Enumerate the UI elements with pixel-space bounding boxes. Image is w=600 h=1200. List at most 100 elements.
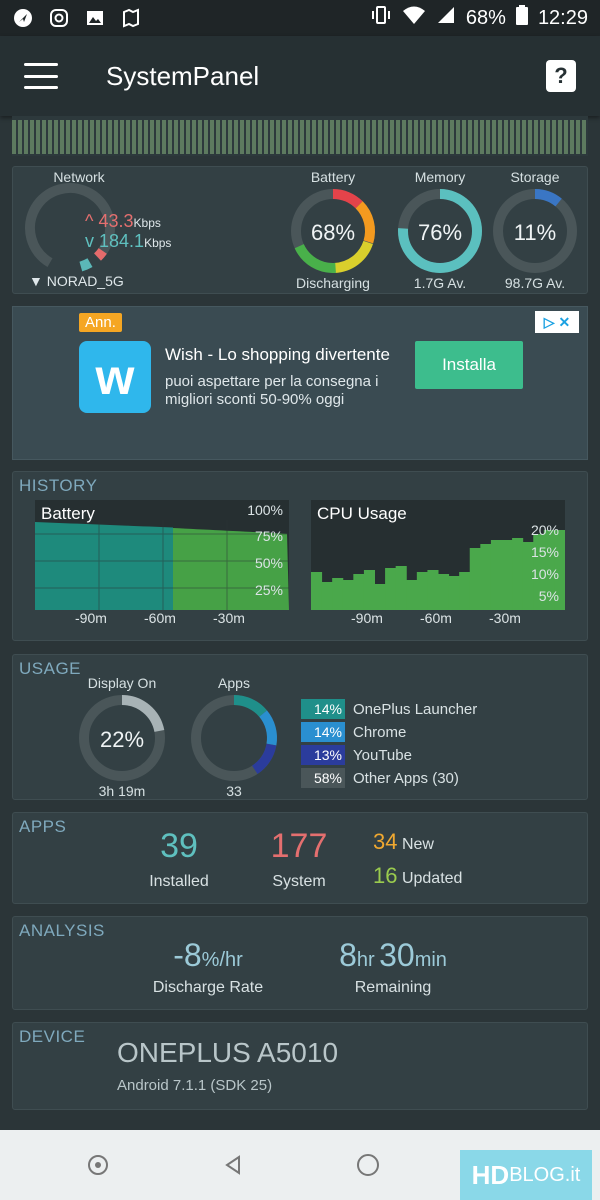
strip-bar	[336, 120, 340, 154]
strip-bar	[246, 120, 250, 154]
strip-bar	[432, 120, 436, 154]
network-gauge	[25, 183, 116, 273]
up-arrow-icon: ^	[85, 211, 94, 231]
battery-label: Battery	[310, 169, 356, 185]
install-button[interactable]: Installa	[415, 341, 523, 389]
discharge-rate: -8%/hr	[173, 937, 243, 973]
ad-banner[interactable]: Ann. ▷ ✕ w Wish - Lo shopping divertente…	[12, 306, 588, 460]
y-tick: 20%	[530, 522, 559, 538]
strip-bar	[36, 120, 40, 154]
cpu-history-chart[interactable]: CPU Usage 20% 15% 10% 5%	[311, 500, 565, 610]
strip-bar	[198, 120, 202, 154]
cpu-history-title: CPU Usage	[317, 504, 407, 523]
cpu-bar	[490, 540, 502, 610]
menu-button[interactable]	[24, 63, 58, 89]
updated-apps: 16 Updated	[373, 863, 463, 888]
strip-bar	[582, 120, 586, 154]
wish-logo[interactable]: w	[79, 341, 151, 413]
cpu-bar	[353, 574, 365, 610]
ad-close-button[interactable]: ▷ ✕	[535, 311, 579, 333]
strip-bar	[294, 120, 298, 154]
strip-bar	[120, 120, 124, 154]
strip-bar	[108, 120, 112, 154]
cpu-bars-strip	[12, 116, 588, 156]
memory-available: 1.7G Av.	[413, 275, 467, 291]
strip-bar	[72, 120, 76, 154]
cpu-bar	[395, 566, 407, 610]
x-tick: -30m	[489, 610, 521, 626]
cpu-bar	[385, 568, 397, 610]
strip-bar	[414, 120, 418, 154]
y-tick: 25%	[254, 582, 283, 598]
strip-bar	[84, 120, 88, 154]
main-scroll[interactable]: Network ^ 43.3Kbps v 184.1Kbps ▼ NORAD_5…	[0, 116, 600, 1130]
cpu-bar	[543, 530, 555, 610]
battery-history-title: Battery	[41, 504, 95, 523]
strip-bar	[240, 120, 244, 154]
strip-bar	[234, 120, 238, 154]
strip-bar	[18, 120, 22, 154]
apps-label: Apps	[218, 675, 250, 691]
strip-bar	[306, 120, 310, 154]
strip-bar	[408, 120, 412, 154]
strip-bar	[486, 120, 490, 154]
navigation-icon	[12, 7, 34, 29]
help-button[interactable]: ?	[546, 60, 576, 92]
instagram-icon	[48, 7, 70, 29]
assistant-button[interactable]	[83, 1150, 113, 1180]
analysis-card[interactable]: ANALYSIS -8%/hr Discharge Rate 8hr 30min…	[12, 916, 588, 1010]
cpu-bar	[311, 572, 323, 610]
device-card[interactable]: DEVICE ONEPLUS A5010 Android 7.1.1 (SDK …	[12, 1022, 588, 1110]
strip-bar	[438, 120, 442, 154]
back-button[interactable]	[218, 1150, 248, 1180]
history-card[interactable]: HISTORY Battery 100% 75% 50% 25% -90m -6…	[12, 471, 588, 641]
strip-bar	[372, 120, 376, 154]
display-on-value: 22%	[99, 727, 145, 752]
battery-history-chart[interactable]: Battery 100% 75% 50% 25%	[35, 500, 289, 610]
apps-card[interactable]: APPS 39 Installed 177 System 34 New 16 U…	[12, 812, 588, 904]
strip-bar	[480, 120, 484, 154]
strip-bar	[42, 120, 46, 154]
strip-bar	[96, 120, 100, 154]
cpu-bar	[332, 578, 344, 610]
battery-gauge	[291, 189, 375, 273]
strip-bar	[150, 120, 154, 154]
strip-bar	[354, 120, 358, 154]
strip-bar	[162, 120, 166, 154]
strip-bar	[156, 120, 160, 154]
ad-title[interactable]: Wish - Lo shopping divertente	[165, 345, 390, 364]
strip-bar	[378, 120, 382, 154]
strip-bar	[576, 120, 580, 154]
strip-bar	[282, 120, 286, 154]
strip-bar	[342, 120, 346, 154]
usage-card[interactable]: USAGE Display On 22% 3h 19m Apps 33 14% …	[12, 654, 588, 800]
legend-item[interactable]: 13% YouTube	[301, 745, 412, 765]
cpu-bar	[321, 582, 333, 610]
strip-bar	[474, 120, 478, 154]
home-button[interactable]	[353, 1150, 383, 1180]
battery-status: Discharging	[296, 275, 370, 291]
strip-bar	[528, 120, 532, 154]
cpu-bar	[459, 572, 471, 610]
legend-item[interactable]: 14% Chrome	[301, 722, 406, 742]
device-model: ONEPLUS A5010	[117, 1037, 339, 1068]
strip-bar	[78, 120, 82, 154]
strip-bar	[252, 120, 256, 154]
strip-bar	[24, 120, 28, 154]
strip-bar	[132, 120, 136, 154]
battery-value: 68%	[310, 220, 356, 245]
watermark-logo: HD BLOG.it	[460, 1150, 592, 1200]
strip-bar	[570, 120, 574, 154]
discharge-rate-label: Discharge Rate	[152, 979, 264, 996]
overview-card[interactable]: Network ^ 43.3Kbps v 184.1Kbps ▼ NORAD_5…	[12, 166, 588, 294]
cpu-bar	[469, 548, 481, 610]
strip-bar	[468, 120, 472, 154]
strip-bar	[168, 120, 172, 154]
y-tick: 75%	[254, 528, 283, 544]
upload-speed: ^ 43.3Kbps	[85, 211, 161, 231]
legend-item[interactable]: 14% OnePlus Launcher	[301, 699, 477, 719]
x-tick: -90m	[351, 610, 383, 626]
legend-item[interactable]: 58% Other Apps (30)	[301, 768, 459, 788]
strip-bar	[258, 120, 262, 154]
strip-bar	[456, 120, 460, 154]
